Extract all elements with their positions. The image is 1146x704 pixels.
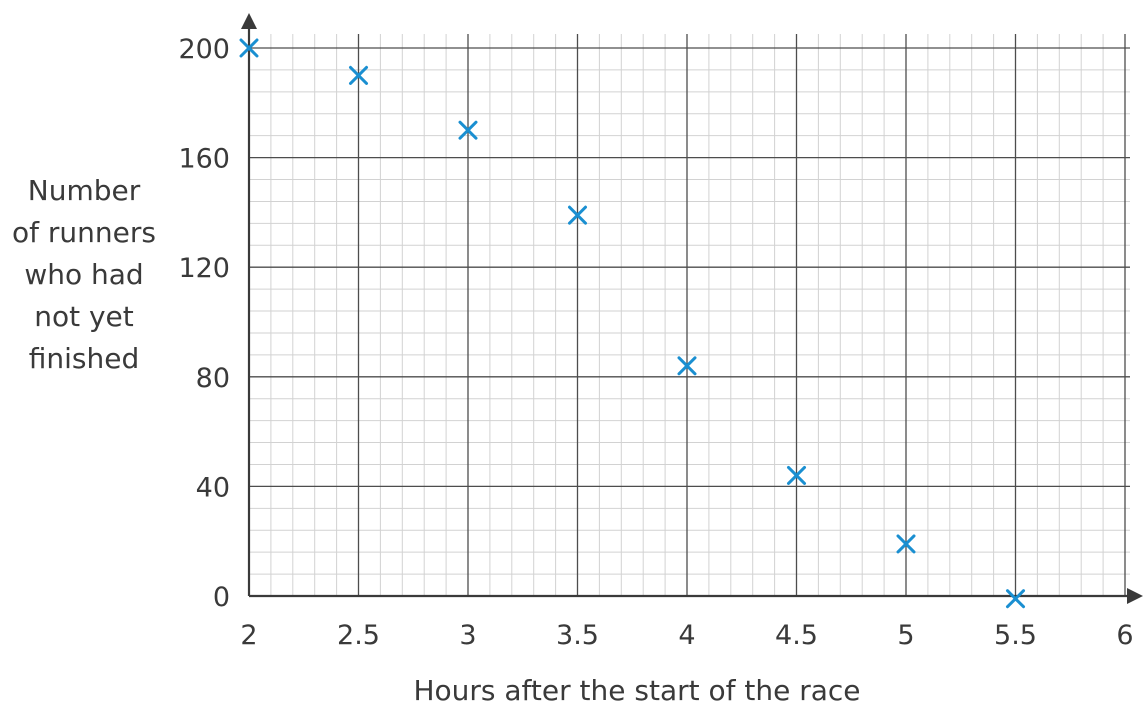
y-axis-label-line: Number: [27, 174, 141, 207]
x-tick-label: 5.5: [994, 620, 1037, 651]
data-point-stroke: [896, 534, 916, 554]
y-tick-label: 80: [196, 363, 230, 394]
y-tick-label: 160: [178, 144, 230, 175]
x-tick-label: 4: [678, 620, 695, 651]
data-point: [568, 205, 587, 225]
x-tick-label: 2.5: [337, 620, 380, 651]
data-point-stroke: [1006, 589, 1025, 609]
data-point: [896, 534, 916, 554]
data-point: [239, 38, 259, 58]
axes: [241, 13, 1143, 604]
x-tick-label: 5: [897, 620, 914, 651]
x-tick-label: 4.5: [775, 620, 818, 651]
x-tick-label: 3.5: [556, 620, 599, 651]
data-point: [677, 356, 697, 376]
data-point-stroke: [677, 356, 697, 376]
data-point: [787, 465, 806, 485]
data-point-stroke: [568, 205, 587, 225]
data-point-stroke: [349, 65, 368, 85]
major-grid: [249, 34, 1130, 596]
y-axis-label-line: not yet: [34, 300, 134, 333]
y-axis-label-line: who had: [24, 258, 144, 291]
y-axis-label-line: of runners: [12, 216, 156, 249]
x-tick-label: 3: [459, 620, 476, 651]
tick-labels: 2 2.5 3 3.5 4 4.5 5 5.5 6 0 40 80 120 160 200: [178, 34, 1133, 651]
data-points: [239, 38, 1025, 609]
minor-grid: [249, 34, 1130, 596]
y-axis-arrow: [241, 13, 257, 29]
x-tick-label: 2: [240, 620, 257, 651]
data-point-stroke: [458, 120, 478, 140]
data-point: [349, 65, 368, 85]
data-point-stroke: [787, 465, 806, 485]
x-axis-arrow: [1127, 588, 1143, 604]
y-tick-label: 0: [213, 582, 230, 613]
y-tick-label: 120: [178, 253, 230, 284]
data-point: [1006, 589, 1025, 609]
x-tick-label: 6: [1116, 620, 1133, 651]
y-axis-label-line: finished: [28, 342, 140, 375]
y-tick-label: 40: [196, 472, 230, 503]
data-point: [458, 120, 478, 140]
y-tick-label: 200: [178, 34, 230, 65]
y-axis-label: Number of runners who had not yet finish…: [0, 170, 168, 380]
x-axis-label: Hours after the start of the race: [413, 674, 860, 704]
data-point-stroke: [239, 38, 259, 58]
